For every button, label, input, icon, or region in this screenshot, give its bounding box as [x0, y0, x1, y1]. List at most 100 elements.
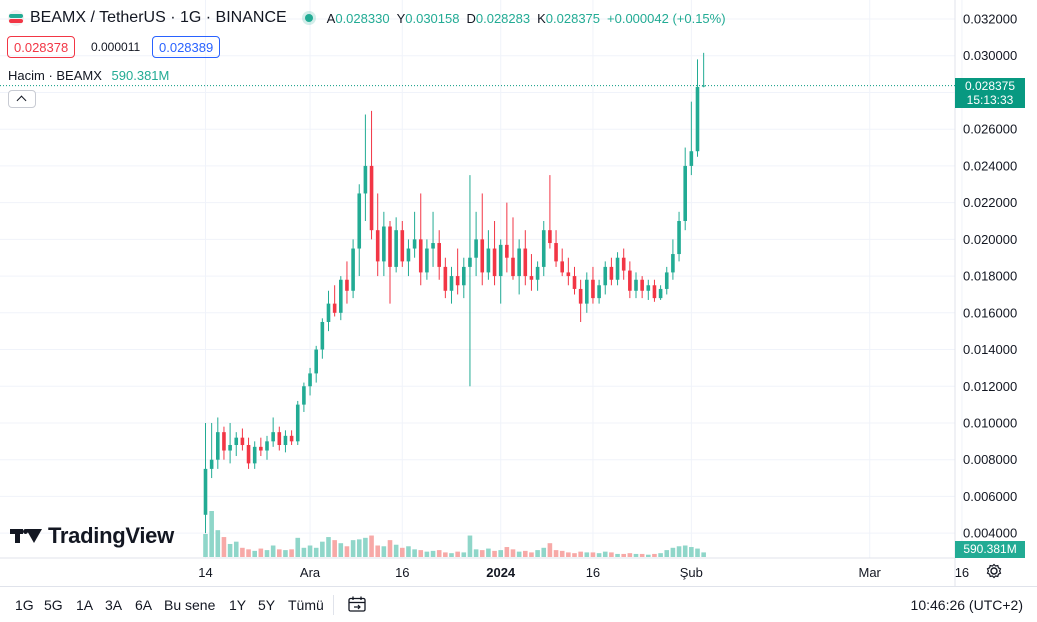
candle-body — [695, 86, 700, 152]
timeframe-1a[interactable]: 1A — [76, 597, 94, 613]
candle — [498, 239, 503, 304]
spread-value: 0.000011 — [91, 40, 141, 54]
volume-bar — [283, 550, 288, 557]
volume-bar — [430, 550, 436, 557]
candle — [283, 430, 288, 453]
timeframe-1g[interactable]: 1G — [15, 597, 34, 613]
candle — [308, 367, 312, 396]
last-price-tag: 0.028375 15:13:33 — [955, 77, 1025, 108]
candle — [363, 114, 368, 221]
candle — [554, 230, 558, 267]
candle-body — [277, 432, 282, 446]
volume-bar — [443, 552, 448, 557]
candle-body — [652, 285, 657, 299]
price-axis-label: 0.018000 — [963, 269, 1017, 284]
price-axis-label: 0.004000 — [963, 526, 1017, 541]
candle — [240, 428, 245, 451]
price-axis-label: 0.014000 — [963, 342, 1017, 357]
candle-body — [332, 303, 337, 313]
timeframe-ytd[interactable]: Bu sene — [164, 597, 216, 613]
candle — [701, 52, 706, 88]
volume-bar — [400, 547, 405, 557]
volume-bar — [227, 543, 233, 557]
volume-bar — [523, 550, 528, 557]
volume-bar — [596, 553, 602, 557]
volume-bar — [264, 550, 270, 557]
volume-bar — [375, 545, 380, 557]
candle-body — [394, 230, 398, 267]
price-axis-label: 0.016000 — [963, 305, 1017, 320]
candle-body — [357, 193, 362, 249]
candle — [578, 279, 583, 322]
candle — [603, 261, 608, 295]
price-axis-label: 0.010000 — [963, 415, 1017, 430]
volume-legend[interactable]: Hacim · BEAMX 590.381M — [8, 68, 169, 83]
volume-bar — [209, 511, 214, 557]
timezone-clock[interactable]: 10:46:26 (UTC+2) — [910, 597, 1023, 613]
date-range-calendar-icon[interactable] — [348, 596, 366, 612]
candle — [468, 175, 472, 387]
volume-bar — [566, 552, 571, 557]
candle — [529, 254, 534, 291]
candle-body — [462, 266, 466, 286]
candle — [664, 266, 669, 295]
sell-button[interactable]: 0.028378 — [7, 36, 76, 58]
timeframe-all[interactable]: Tümü — [288, 597, 324, 613]
low-value: 0.028283 — [475, 10, 531, 26]
volume-bar — [289, 549, 294, 557]
volume-bar — [609, 552, 614, 557]
volume-bar — [498, 550, 503, 557]
price-axis-label: 0.012000 — [963, 379, 1017, 394]
candle-body — [474, 239, 478, 258]
candle — [511, 217, 515, 280]
timeframe-5y[interactable]: 5Y — [258, 597, 276, 613]
tradingview-watermark[interactable]: TradingView — [10, 523, 174, 549]
candle — [560, 248, 564, 277]
candle-body — [597, 285, 601, 299]
price-chart[interactable]: 0.004000 0.006000 0.008000 0.010000 0.012000… — [0, 0, 1037, 586]
candle-body — [400, 230, 405, 262]
collapse-legend-button[interactable] — [8, 90, 36, 108]
volume-bar — [326, 537, 331, 557]
candle — [474, 211, 478, 277]
candle — [203, 422, 208, 534]
timeframe-6a[interactable]: 6A — [135, 597, 153, 613]
gear-icon[interactable] — [986, 563, 1002, 579]
volume-bar — [258, 548, 264, 557]
volume-bar — [578, 551, 583, 557]
candle — [609, 257, 614, 286]
candle-body — [382, 226, 386, 262]
candle — [412, 211, 417, 258]
candle — [628, 261, 632, 299]
timeframe-3a[interactable]: 3A — [105, 597, 123, 613]
volume-bar — [424, 551, 430, 557]
symbol-title[interactable]: BEAMX / TetherUS · 1G · BINANCE — [30, 9, 287, 26]
volume-bar — [350, 540, 356, 557]
beamx-logo-icon — [8, 10, 24, 26]
candle — [246, 437, 251, 469]
volume-bar — [504, 547, 510, 557]
volume-value-tag: 590.381M — [955, 541, 1025, 558]
candle-body — [615, 257, 620, 280]
timeframe-5g[interactable]: 5G — [44, 597, 63, 613]
candle — [320, 318, 325, 359]
candle-body — [609, 266, 614, 280]
timeframe-1y[interactable]: 1Y — [229, 597, 247, 613]
change-value: +0.000042 (+0.15%) — [607, 10, 726, 26]
symbol-legend[interactable]: BEAMX / TetherUS · 1G · BINANCE A0.02833… — [8, 9, 726, 27]
candle — [634, 272, 638, 299]
candle-body — [566, 272, 571, 277]
candle-body — [701, 85, 706, 87]
volume-bar — [301, 547, 307, 557]
time-axis-label: 16 — [955, 565, 969, 580]
buy-button[interactable]: 0.028389 — [152, 36, 221, 58]
candle — [695, 59, 700, 157]
candle — [585, 272, 589, 313]
volume-bar — [646, 554, 651, 557]
volume-bar — [547, 543, 553, 557]
candle-body — [259, 446, 263, 451]
candle — [443, 257, 448, 299]
candle — [209, 422, 214, 479]
candle — [369, 110, 374, 240]
candle-body — [664, 272, 669, 289]
